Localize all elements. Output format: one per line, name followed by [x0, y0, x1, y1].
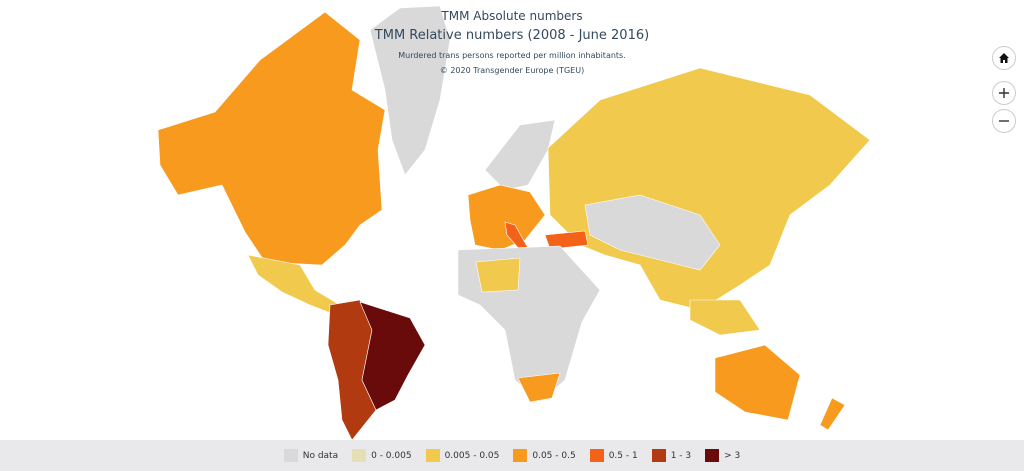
legend-swatch: [425, 449, 440, 462]
legend-label: 1 - 3: [670, 450, 692, 461]
legend-swatch: [352, 449, 367, 462]
legend-item: No data: [283, 449, 339, 462]
legend-swatch: [283, 449, 298, 462]
legend-item: > 3: [705, 449, 740, 462]
legend-swatch: [589, 449, 604, 462]
turkey: [544, 230, 589, 250]
central-asia-china: [584, 194, 721, 271]
south-africa: [517, 372, 561, 403]
greenland: [369, 5, 451, 176]
legend-label: No data: [302, 450, 339, 461]
world-map: [157, 5, 871, 440]
legend-label: 0 - 0.005: [371, 450, 412, 461]
legend-item: 0.05 - 0.5: [513, 449, 576, 462]
algeria: [475, 257, 521, 293]
legend-item: 0.5 - 1: [589, 449, 638, 462]
legend-label: 0.05 - 0.5: [532, 450, 576, 461]
legend-swatch: [513, 449, 528, 462]
map-title: TMM Absolute numbers: [441, 9, 583, 23]
north-america: [157, 11, 386, 266]
southeast-asia: [689, 299, 761, 336]
brazil: [359, 301, 426, 411]
minus-icon: [999, 120, 1009, 122]
legend: No data 0 - 0.005 0.005 - 0.05 0.05 - 0.5 0.…: [0, 440, 1024, 471]
map-description: Murdered trans persons reported per mill…: [398, 51, 626, 60]
legend-label: 0.5 - 1: [608, 450, 638, 461]
legend-item: 0.005 - 0.05: [425, 449, 500, 462]
scandinavia: [484, 119, 556, 191]
home-icon: [999, 53, 1009, 63]
zoom-in-button[interactable]: [992, 81, 1016, 105]
legend-label: 0.005 - 0.05: [444, 450, 500, 461]
plus-icon: [999, 88, 1009, 98]
zoom-out-button[interactable]: [992, 109, 1016, 133]
legend-item: 1 - 3: [651, 449, 692, 462]
legend-item: 0 - 0.005: [352, 449, 412, 462]
russia-asia: [547, 67, 871, 311]
legend-label: > 3: [724, 450, 741, 461]
australia: [714, 344, 801, 421]
new-zealand: [819, 397, 846, 431]
legend-swatch: [705, 449, 720, 462]
mexico-central-america: [247, 254, 341, 316]
copyright: © 2020 Transgender Europe (TGEU): [439, 66, 585, 75]
legend-swatch: [651, 449, 666, 462]
map-subtitle: TMM Relative numbers (2008 - June 2016): [374, 28, 650, 43]
home-button[interactable]: [992, 46, 1016, 70]
europe: [467, 184, 546, 251]
